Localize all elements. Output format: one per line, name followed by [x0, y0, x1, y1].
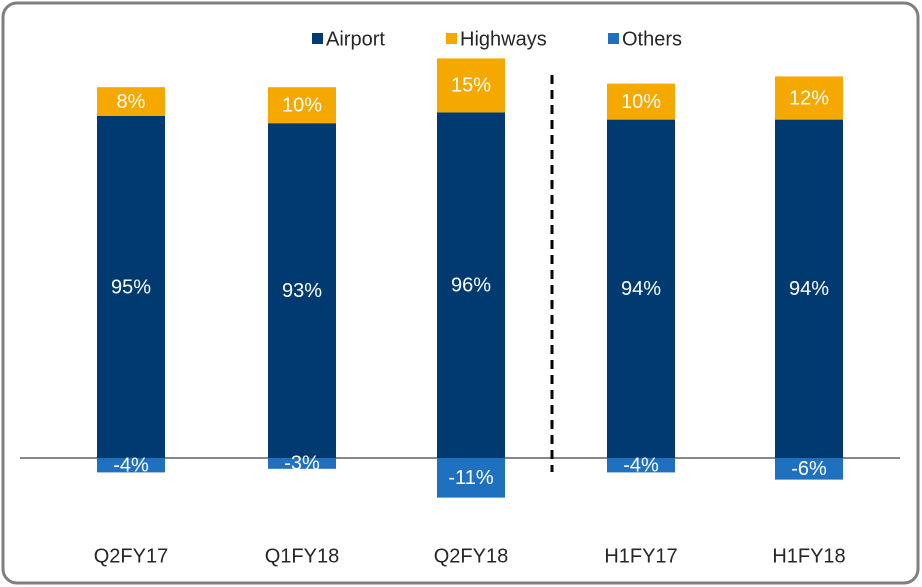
bar [268, 458, 336, 469]
value-label: 95% [111, 276, 151, 298]
x-tick-label: H1FY17 [604, 545, 677, 567]
x-tick-label: Q2FY18 [434, 545, 508, 567]
bar [437, 458, 505, 498]
legend-swatch [608, 33, 619, 44]
value-label: 12% [789, 87, 829, 109]
x-tick-label: H1FY18 [772, 545, 845, 567]
value-label: 96% [451, 274, 491, 296]
bar [437, 112, 505, 459]
value-label: 8% [117, 91, 146, 113]
x-tick-label: Q2FY17 [94, 545, 168, 567]
bar [97, 458, 165, 473]
value-label: 15% [451, 75, 491, 97]
bar [268, 123, 336, 458]
legend-swatch [312, 33, 323, 44]
legend-label: Airport [326, 28, 385, 50]
bar [607, 458, 675, 473]
value-label: -3% [284, 453, 320, 475]
value-label: 94% [789, 278, 829, 300]
value-label: 10% [621, 91, 661, 113]
bar [775, 119, 843, 458]
bar [775, 76, 843, 120]
value-label: -4% [623, 454, 659, 476]
legend-label: Highways [460, 28, 547, 50]
bar [268, 87, 336, 124]
value-label: -6% [791, 458, 827, 480]
value-label: 94% [621, 278, 661, 300]
value-label: 93% [282, 280, 322, 302]
value-label: -11% [448, 467, 493, 489]
bar [97, 87, 165, 116]
bar [437, 58, 505, 113]
bar [607, 83, 675, 120]
x-tick-label: Q1FY18 [265, 545, 339, 567]
value-label: -4% [113, 454, 149, 476]
legend-swatch [446, 33, 457, 44]
value-label: 10% [282, 94, 322, 116]
bar [775, 458, 843, 480]
bar [607, 119, 675, 458]
legend-label: Others [622, 28, 682, 50]
bar [97, 116, 165, 458]
